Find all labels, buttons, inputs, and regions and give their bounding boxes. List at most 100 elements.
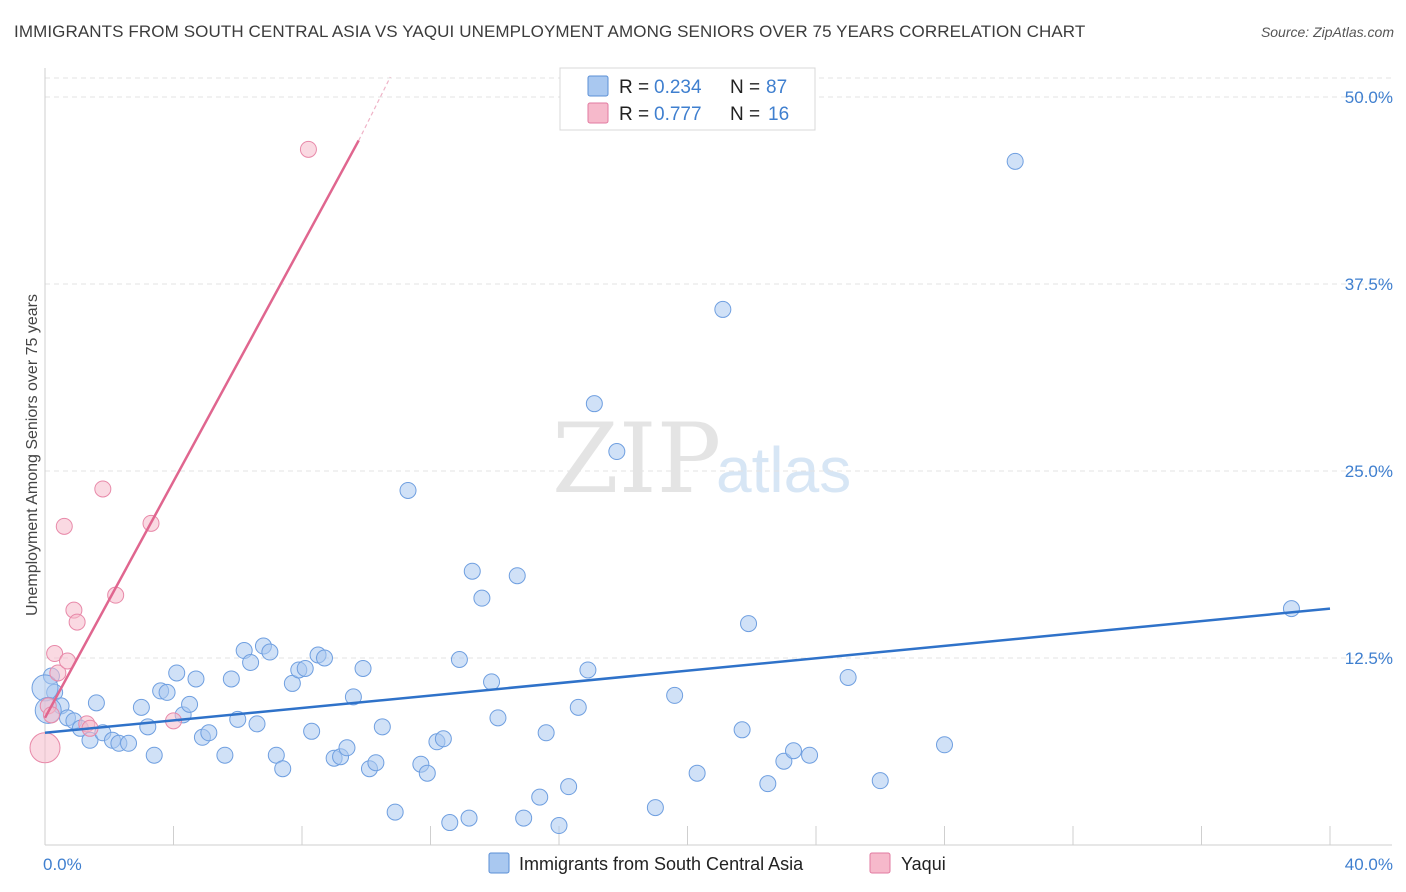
point-immigrants bbox=[441, 814, 459, 832]
point-immigrants bbox=[579, 661, 597, 679]
legend-r-value: 0.777 bbox=[654, 104, 702, 125]
point-immigrants bbox=[168, 664, 186, 682]
series-immigrants-points bbox=[31, 152, 1300, 835]
point-yaqui bbox=[29, 732, 61, 764]
point-immigrants bbox=[132, 698, 150, 716]
gridlines bbox=[45, 77, 1392, 659]
point-yaqui bbox=[49, 664, 67, 682]
point-immigrants bbox=[733, 721, 751, 739]
point-immigrants bbox=[740, 615, 758, 633]
point-immigrants bbox=[158, 683, 176, 701]
point-immigrants bbox=[386, 803, 404, 821]
point-immigrants bbox=[261, 643, 279, 661]
point-immigrants bbox=[785, 742, 803, 760]
x-tick-label: 40.0% bbox=[1345, 855, 1393, 874]
point-immigrants bbox=[344, 688, 362, 706]
watermark-atlas: atlas bbox=[716, 434, 851, 506]
y-tick-label: 37.5% bbox=[1345, 275, 1393, 294]
point-immigrants bbox=[585, 395, 603, 413]
bottom-legend-swatch-yaqui bbox=[869, 852, 891, 874]
point-immigrants bbox=[1006, 152, 1024, 170]
series-yaqui-points bbox=[29, 140, 317, 764]
point-immigrants bbox=[181, 695, 199, 713]
bottom-legend-label-immigrants: Immigrants from South Central Asia bbox=[519, 854, 804, 874]
point-immigrants bbox=[839, 668, 857, 686]
point-immigrants bbox=[646, 799, 664, 817]
point-immigrants bbox=[759, 775, 777, 793]
y-tick-label: 50.0% bbox=[1345, 88, 1393, 107]
point-immigrants bbox=[367, 754, 385, 772]
point-immigrants bbox=[274, 760, 292, 778]
point-immigrants bbox=[688, 764, 706, 782]
x-tick-label: 0.0% bbox=[43, 855, 82, 874]
legend-n-value: 87 bbox=[766, 77, 787, 98]
point-immigrants bbox=[187, 670, 205, 688]
point-immigrants bbox=[303, 722, 321, 740]
point-immigrants bbox=[801, 746, 819, 764]
point-immigrants bbox=[460, 809, 478, 827]
point-immigrants bbox=[373, 718, 391, 736]
point-immigrants bbox=[531, 788, 549, 806]
point-immigrants bbox=[483, 673, 501, 691]
point-immigrants bbox=[248, 715, 266, 733]
point-immigrants bbox=[560, 778, 578, 796]
legend-swatch-immigrants bbox=[587, 75, 609, 97]
legend-n-label: N = bbox=[730, 77, 760, 98]
point-immigrants bbox=[508, 567, 526, 585]
point-immigrants bbox=[450, 650, 468, 668]
point-immigrants bbox=[1282, 600, 1300, 618]
point-immigrants bbox=[120, 734, 138, 752]
point-immigrants bbox=[473, 589, 491, 607]
point-yaqui bbox=[68, 613, 86, 631]
point-yaqui bbox=[55, 517, 73, 535]
point-immigrants bbox=[200, 724, 218, 742]
y-tick-labels: 12.5% 25.0% 37.5% 50.0% bbox=[1345, 88, 1393, 668]
point-immigrants bbox=[666, 686, 684, 704]
legend-r-value: 0.234 bbox=[654, 77, 702, 98]
point-immigrants bbox=[515, 809, 533, 827]
y-tick-label: 25.0% bbox=[1345, 462, 1393, 481]
bottom-legend-label-yaqui: Yaqui bbox=[901, 854, 946, 874]
point-immigrants bbox=[296, 659, 314, 677]
legend-r-label: R = bbox=[619, 104, 649, 125]
watermark-zip: ZIP bbox=[552, 403, 721, 515]
point-immigrants bbox=[936, 736, 953, 754]
point-immigrants bbox=[775, 752, 793, 770]
legend-box: R = 0.234 N = 87 R = 0.777 N = 16 bbox=[559, 67, 816, 131]
point-immigrants bbox=[489, 709, 507, 727]
y-axis-label: Unemployment Among Seniors over 75 years bbox=[24, 294, 41, 616]
point-yaqui bbox=[46, 645, 64, 663]
point-immigrants bbox=[608, 443, 626, 461]
point-yaqui bbox=[299, 140, 317, 158]
legend-n-value: 16 bbox=[768, 104, 789, 125]
legend-r-label: R = bbox=[619, 77, 649, 98]
point-immigrants bbox=[87, 694, 105, 712]
point-immigrants bbox=[714, 300, 732, 318]
source-label: Source: ZipAtlas.com bbox=[1260, 24, 1394, 40]
point-immigrants bbox=[871, 772, 889, 790]
bottom-legend: Immigrants from South Central Asia Yaqui bbox=[488, 852, 946, 874]
point-immigrants bbox=[338, 739, 356, 757]
point-immigrants bbox=[463, 562, 481, 580]
point-immigrants bbox=[216, 746, 234, 764]
y-tick-label: 12.5% bbox=[1345, 649, 1393, 668]
chart-title: IMMIGRANTS FROM SOUTH CENTRAL ASIA VS YA… bbox=[14, 22, 1086, 41]
legend-n-label: N = bbox=[730, 104, 760, 125]
trend-lines bbox=[43, 76, 1331, 735]
point-yaqui bbox=[94, 480, 112, 498]
point-immigrants bbox=[399, 481, 417, 499]
legend-swatch-yaqui bbox=[587, 102, 609, 124]
x-tick-labels: 0.0% 40.0% bbox=[43, 855, 1393, 874]
point-immigrants bbox=[354, 659, 372, 677]
trend-line-immigrants bbox=[44, 607, 1331, 735]
point-immigrants bbox=[242, 653, 260, 671]
trend-line-yaqui-extension bbox=[358, 76, 391, 141]
point-immigrants bbox=[569, 698, 587, 716]
point-immigrants bbox=[315, 649, 333, 667]
point-immigrants bbox=[434, 730, 452, 748]
bottom-legend-swatch-immigrants bbox=[488, 852, 510, 874]
point-immigrants bbox=[550, 817, 568, 835]
point-immigrants bbox=[537, 724, 555, 742]
point-immigrants bbox=[222, 670, 240, 688]
